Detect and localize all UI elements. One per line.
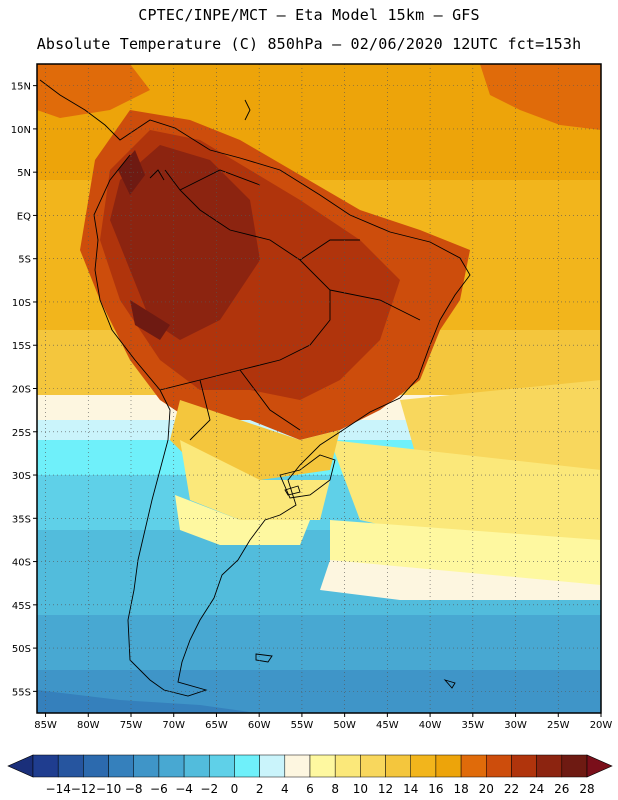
colorbar-swatch: [511, 754, 537, 778]
latitude-label: 10N: [11, 125, 31, 136]
map-title-field: Absolute Temperature (C) 850hPa – 02/06/…: [36, 35, 582, 53]
colorbar-tick-label: 0: [231, 782, 239, 796]
colorbar-swatch: [57, 754, 84, 778]
latitude-label: 50S: [12, 644, 31, 655]
colorbar-tick-label: 26: [554, 782, 569, 796]
latitude-label: 15S: [12, 341, 31, 352]
colorbar-swatch: [385, 754, 411, 778]
colorbar-swatch: [234, 754, 260, 778]
colorbar-tick-label: 10: [353, 782, 368, 796]
latitude-label: EQ: [17, 211, 31, 222]
colorbar-tick-label: 6: [306, 782, 314, 796]
colorbar-tick-label: 14: [403, 782, 418, 796]
colorbar-tick-label: −14: [46, 782, 71, 796]
colorbar-swatch: [334, 754, 361, 778]
colorbar-tick-label: −8: [125, 782, 143, 796]
graticule: [37, 64, 601, 713]
colorbar-low-arrow: [7, 754, 34, 778]
colorbar-swatch: [284, 754, 311, 778]
longitude-label: 40W: [419, 720, 442, 731]
colorbar-swatch: [259, 754, 286, 778]
colorbar-swatch: [108, 754, 134, 778]
longitude-label: 35W: [462, 720, 485, 731]
colorbar-tick-label: 2: [256, 782, 264, 796]
latitude-label: 5N: [17, 168, 31, 179]
map-title-source: CPTEC/INPE/MCT – Eta Model 15km – GFS: [138, 6, 480, 24]
colorbar-swatch: [83, 754, 109, 778]
colorbar-swatch: [360, 754, 386, 778]
colorbar-tick-label: 24: [529, 782, 544, 796]
colorbar-swatch: [183, 754, 210, 778]
latitude-label: 25S: [12, 428, 31, 439]
latitude-label: 45S: [12, 601, 31, 612]
colorbar-swatch: [410, 754, 437, 778]
longitude-label: 50W: [333, 720, 356, 731]
colorbar-tick-label: 8: [331, 782, 339, 796]
colorbar-swatch: [460, 754, 487, 778]
colorbar-swatch: [486, 754, 512, 778]
colorbar-tick-label: 20: [479, 782, 494, 796]
longitude-axis: 85W 80W 75W 70W 65W 60W 55W 50W 45W 40W 35W 30W 25W 2…: [34, 713, 612, 731]
longitude-label: 45W: [376, 720, 399, 731]
colorbar-tick-label: 4: [281, 782, 289, 796]
colorbar-tick-label: −12: [71, 782, 96, 796]
colorbar-tick-label: −10: [96, 782, 121, 796]
colorbar-tick-label: 12: [378, 782, 393, 796]
colorbar-tick-label: 22: [504, 782, 519, 796]
coastline-outline: [39, 79, 471, 697]
longitude-label: 55W: [291, 720, 314, 731]
colorbar-high-arrow: [586, 754, 613, 778]
colorbar-tick-label: 18: [453, 782, 468, 796]
colorbar-tick-label: 28: [579, 782, 594, 796]
latitude-label: 55S: [12, 687, 31, 698]
latitude-label: 35S: [12, 514, 31, 525]
latitude-label: 5S: [18, 255, 31, 266]
longitude-label: 70W: [162, 720, 185, 731]
colorbar-swatch: [158, 754, 185, 778]
colorbar-swatch: [133, 754, 160, 778]
latitude-label: 10S: [12, 298, 31, 309]
colorbar-tick-label: 16: [428, 782, 443, 796]
latitude-label: 15N: [11, 82, 31, 93]
colorbar-tick-label: −2: [200, 782, 218, 796]
longitude-label: 75W: [120, 720, 143, 731]
longitude-label: 65W: [205, 720, 228, 731]
longitude-label: 25W: [547, 720, 570, 731]
colorbar-tick-label: −4: [175, 782, 193, 796]
longitude-label: 20W: [590, 720, 613, 731]
temperature-colorbar: −14 −12 −10 −8 −6 −4 −2 0 2 4 6 8 10 12 14 16 18 20 22 24 26…: [7, 754, 613, 796]
longitude-label: 85W: [34, 720, 57, 731]
temperature-field: [37, 64, 601, 713]
colorbar-tick-label: −6: [150, 782, 168, 796]
latitude-label: 20S: [12, 385, 31, 396]
longitude-label: 30W: [504, 720, 527, 731]
colorbar-swatch: [561, 754, 588, 778]
colorbar-swatch: [32, 754, 59, 778]
colorbar-swatch: [209, 754, 235, 778]
latitude-label: 40S: [12, 558, 31, 569]
longitude-label: 80W: [77, 720, 100, 731]
colorbar-swatch: [309, 754, 336, 778]
colorbar-swatch: [536, 754, 563, 778]
latitude-label: 30S: [12, 471, 31, 482]
colorbar-swatch: [435, 754, 462, 778]
longitude-label: 60W: [248, 720, 271, 731]
latitude-axis: 15N 10N 5N EQ 5S 10S 15S 20S 25S 30S 35S 40S 45S 50S 5…: [11, 82, 37, 698]
